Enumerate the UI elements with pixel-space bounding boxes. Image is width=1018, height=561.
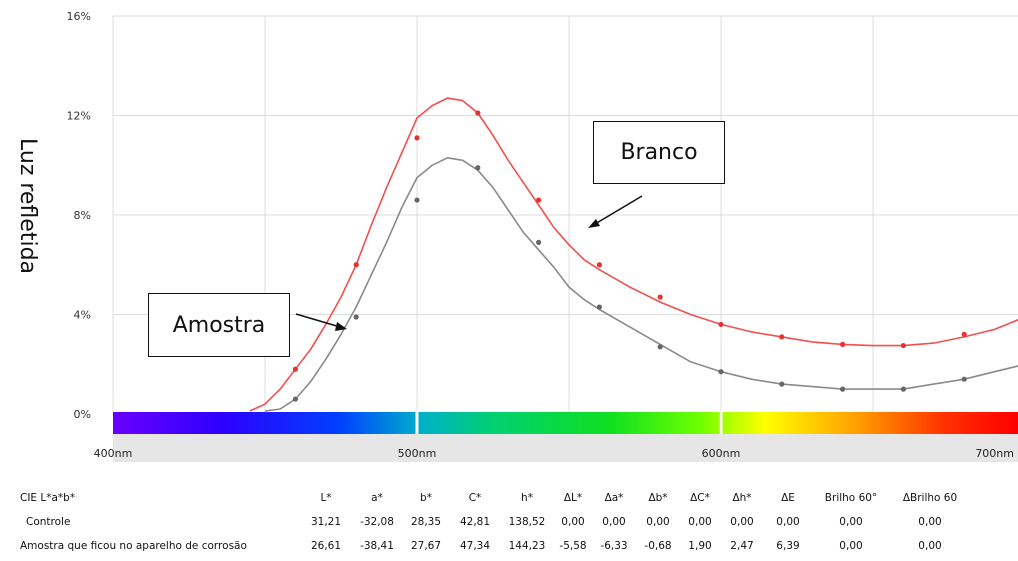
table-cell: -38,41 xyxy=(360,540,394,552)
series-line-branco xyxy=(249,97,1018,412)
table-header-cell: Δh* xyxy=(732,492,752,504)
data-point-amostra xyxy=(414,197,420,203)
data-point-branco xyxy=(596,262,603,268)
table-cell: 0,00 xyxy=(918,540,942,552)
data-point-branco xyxy=(353,262,359,268)
data-point-amostra xyxy=(353,314,359,320)
y-axis-ticks: 16% 12% 8% 4% 0% xyxy=(67,10,91,421)
table-header-cell: Brilho 60° xyxy=(824,492,878,504)
table-cell: 1,90 xyxy=(688,540,712,552)
table-header-cell: CIE L*a*b* xyxy=(20,492,76,504)
table-cell: 27,67 xyxy=(410,540,442,552)
table-cell: 0,00 xyxy=(918,516,942,528)
y-tick-label: 16% xyxy=(67,10,91,23)
table-header-cell: L* xyxy=(320,492,332,504)
table-header-cell: a* xyxy=(371,492,383,504)
table-cell: 2,47 xyxy=(730,540,754,552)
table-cell: 26,61 xyxy=(310,540,342,552)
annotation-branco: Branco xyxy=(593,121,725,184)
data-point-amostra xyxy=(779,381,785,387)
table-header-cell: Δb* xyxy=(648,492,668,504)
table-cell: -6,33 xyxy=(600,540,628,552)
table-cell: -5,58 xyxy=(559,540,587,552)
data-point-branco xyxy=(475,110,481,116)
data-point-branco xyxy=(414,135,420,141)
table-cell: 0,00 xyxy=(688,516,712,528)
table-cell: 47,34 xyxy=(459,540,491,552)
y-axis-label: Luz refletida xyxy=(15,138,40,275)
reflectance-chart: 16% 12% 8% 4% 0% 400nm 500nm 600nm 700nm xyxy=(67,10,1018,462)
data-point-amostra xyxy=(961,376,967,382)
data-point-branco xyxy=(840,341,846,347)
data-point-amostra xyxy=(292,396,298,402)
data-point-branco xyxy=(536,197,542,203)
table-header-cell: ΔBrilho 60 xyxy=(902,492,958,504)
table-cell: 0,00 xyxy=(776,516,800,528)
x-tick-label: 400nm xyxy=(94,447,133,460)
table-header-cell: h* xyxy=(521,492,533,504)
data-point-amostra xyxy=(536,239,542,245)
annotation-arrow-amostra xyxy=(295,313,347,331)
table-header-cell: b* xyxy=(420,492,432,504)
table-header-cell: Δa* xyxy=(604,492,624,504)
table-cell: 28,35 xyxy=(410,516,442,528)
x-tick-label: 700nm xyxy=(975,447,1014,460)
data-point-amostra xyxy=(657,344,663,350)
table-cell: 138,52 xyxy=(508,516,546,528)
x-tick-label: 500nm xyxy=(398,447,437,460)
table-cell: 0,00 xyxy=(839,516,863,528)
table-cell: 42,81 xyxy=(459,516,491,528)
table-row: Controle 31,21 -32,08 28,35 42,81 138,52… xyxy=(20,510,970,534)
table-row: Amostra que ficou no aparelho de corrosã… xyxy=(20,534,970,558)
table-cell: 0,00 xyxy=(839,540,863,552)
table-cell: 0,00 xyxy=(730,516,754,528)
series-group xyxy=(249,97,1018,412)
table-cell: -0,68 xyxy=(644,540,672,552)
cie-lab-table: CIE L*a*b* L* a* b* C* h* ΔL* Δa* Δb* ΔC… xyxy=(20,486,970,558)
table-header-cell: C* xyxy=(468,492,482,504)
row-label: Controle xyxy=(26,516,71,528)
x-tick-label: 600nm xyxy=(702,447,741,460)
y-tick-label: 12% xyxy=(67,110,91,123)
x-axis-band xyxy=(113,434,1018,462)
annotation-arrow-branco xyxy=(588,195,643,228)
data-point-branco xyxy=(718,321,724,328)
data-point-amostra xyxy=(596,304,603,310)
table-header-cell: ΔE xyxy=(781,492,795,504)
table-cell: 0,00 xyxy=(646,516,670,528)
annotation-amostra: Amostra xyxy=(148,293,290,357)
data-point-branco xyxy=(961,331,967,337)
table-cell: 6,39 xyxy=(776,540,800,552)
data-point-amostra xyxy=(718,369,724,375)
table-cell: 144,23 xyxy=(508,540,546,552)
y-tick-label: 8% xyxy=(74,209,91,222)
data-point-amostra xyxy=(475,165,481,171)
data-point-amostra xyxy=(900,386,907,392)
data-point-amostra xyxy=(840,386,846,392)
data-point-branco xyxy=(900,342,907,349)
table-cell: 0,00 xyxy=(561,516,585,528)
y-tick-label: 4% xyxy=(74,309,91,322)
data-point-branco xyxy=(779,334,785,340)
x-axis-ticks: 400nm 500nm 600nm 700nm xyxy=(94,412,1014,460)
table-cell: -32,08 xyxy=(360,516,394,528)
row-label: Amostra que ficou no aparelho de corrosã… xyxy=(20,540,247,552)
data-point-branco xyxy=(657,294,663,300)
data-point-branco xyxy=(292,366,298,372)
spectrum-bar xyxy=(113,412,1018,434)
table-cell: 31,21 xyxy=(310,516,342,528)
y-tick-label: 0% xyxy=(74,408,91,421)
table-header-row: CIE L*a*b* L* a* b* C* h* ΔL* Δa* Δb* ΔC… xyxy=(20,486,970,510)
table-header-cell: ΔC* xyxy=(690,492,710,504)
table-cell: 0,00 xyxy=(602,516,626,528)
table-header-cell: ΔL* xyxy=(563,492,583,504)
